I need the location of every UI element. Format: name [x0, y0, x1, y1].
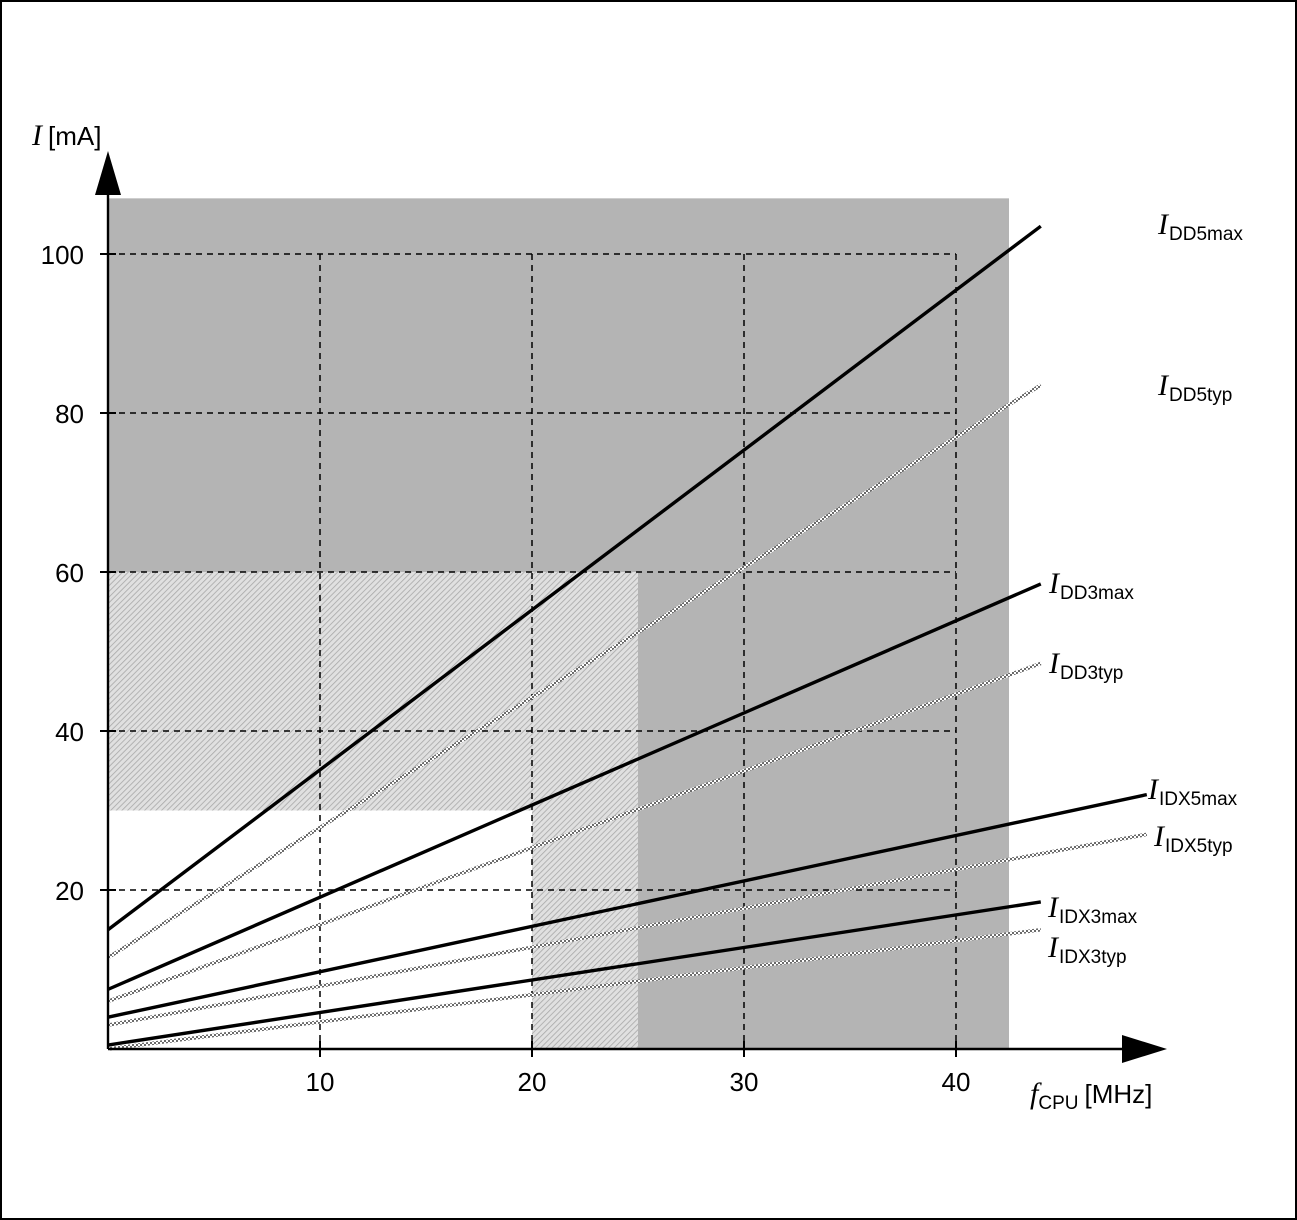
series-label-dd3typ: IDD3typ: [1048, 647, 1123, 684]
x-tick-label-20: 20: [518, 1067, 547, 1097]
y-axis-label: I [mA]: [31, 119, 101, 152]
axes: [95, 151, 1167, 1063]
series-label-idx5max: IIDX5max: [1147, 773, 1238, 810]
tick-labels: 10 20 30 40 20 40 60 80 100 I [mA] fCPU [MHz]: [31, 119, 1152, 1114]
y-tick-label-40: 40: [55, 717, 84, 747]
series-label-idx3typ: IIDX3typ: [1047, 931, 1127, 968]
series-labels: IDD5max IDD5typ IDD3max IDD3typ IIDX5max IIDX…: [1047, 208, 1243, 968]
x-axis-label: fCPU [MHz]: [1030, 1077, 1152, 1114]
y-tick-label-20: 20: [55, 876, 84, 906]
series-label-dd3max: IDD3max: [1048, 567, 1134, 604]
y-tick-label-100: 100: [41, 240, 84, 270]
x-tick-label-40: 40: [942, 1067, 971, 1097]
series-label-dd5max: IDD5max: [1157, 208, 1243, 245]
series-line-idx3max: [107, 900, 1042, 1047]
x-tick-label-10: 10: [306, 1067, 335, 1097]
series-line-idx5max: [107, 792, 1148, 1019]
region-hatched-1: [108, 572, 638, 811]
series-label-idx3max: IIDX3max: [1047, 891, 1138, 928]
series-label-dd5typ: IDD5typ: [1157, 369, 1232, 406]
grid: [108, 253, 957, 1049]
y-axis-arrow: [95, 151, 121, 195]
x-axis-arrow: [1122, 1035, 1167, 1063]
series-line-idx5typ: [107, 832, 1148, 1027]
x-tick-label-30: 30: [730, 1067, 759, 1097]
y-tick-label-60: 60: [55, 558, 84, 588]
series-lines: [106, 224, 1148, 1051]
series-line-dd3max: [107, 582, 1042, 991]
series-line-dd5max: [106, 224, 1042, 932]
series-line-dd5typ: [107, 383, 1042, 960]
series-line-dd3typ: [107, 661, 1042, 1003]
series-label-idx5typ: IIDX5typ: [1153, 820, 1233, 857]
y-tick-label-80: 80: [55, 399, 84, 429]
series-line-idx3typ: [107, 927, 1042, 1051]
